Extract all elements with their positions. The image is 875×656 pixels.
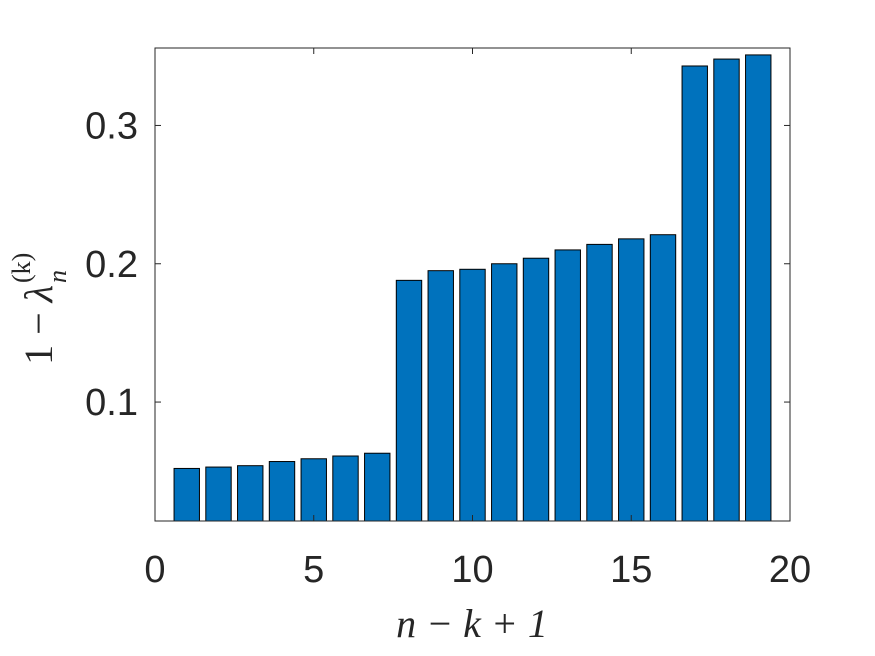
svg-text:1 − λ: 1 − λ <box>16 285 61 365</box>
bar-4 <box>268 461 296 522</box>
ticks-group <box>154 48 791 521</box>
bar-7 <box>364 452 391 522</box>
bar-16 <box>649 234 677 522</box>
bar-3 <box>237 465 264 522</box>
bar-9 <box>427 270 454 522</box>
y-tick-label-0.1: 0.1 <box>85 382 138 424</box>
bar-18 <box>713 58 740 522</box>
bar-11 <box>491 263 518 522</box>
y-axis-label: 1 − λ n (k) <box>7 253 72 365</box>
x-tick-label-15: 15 <box>610 549 652 591</box>
tick-labels-group: 0 5 10 15 20 0.1 0.2 0.3 <box>85 105 811 591</box>
bar-5 <box>300 458 327 522</box>
bar-15 <box>618 238 645 522</box>
y-axis-label-prefix: 1 − <box>16 302 61 365</box>
y-axis-label-sup: (k) <box>7 253 36 283</box>
y-axis-label-sub: n <box>43 270 72 283</box>
bar-2 <box>205 466 232 522</box>
bar-1 <box>173 467 200 522</box>
bar-17 <box>681 65 708 522</box>
x-tick-label-10: 10 <box>451 549 493 591</box>
y-tick-label-0.2: 0.2 <box>85 244 138 286</box>
x-tick-label-20: 20 <box>769 549 811 591</box>
y-axis-label-lambda: λ <box>16 285 61 303</box>
x-tick-label-5: 5 <box>303 549 324 591</box>
bar-10 <box>459 268 486 522</box>
bar-19 <box>745 54 772 522</box>
x-axis-label: n − k + 1 <box>396 601 548 646</box>
bar-14 <box>586 243 613 522</box>
bar-12 <box>522 257 550 522</box>
bar-6 <box>332 455 359 522</box>
bar-8 <box>395 279 423 522</box>
x-tick-label-0: 0 <box>144 549 165 591</box>
y-tick-label-0.3: 0.3 <box>85 105 138 147</box>
bar-13 <box>554 249 581 522</box>
bars-group <box>173 54 772 522</box>
